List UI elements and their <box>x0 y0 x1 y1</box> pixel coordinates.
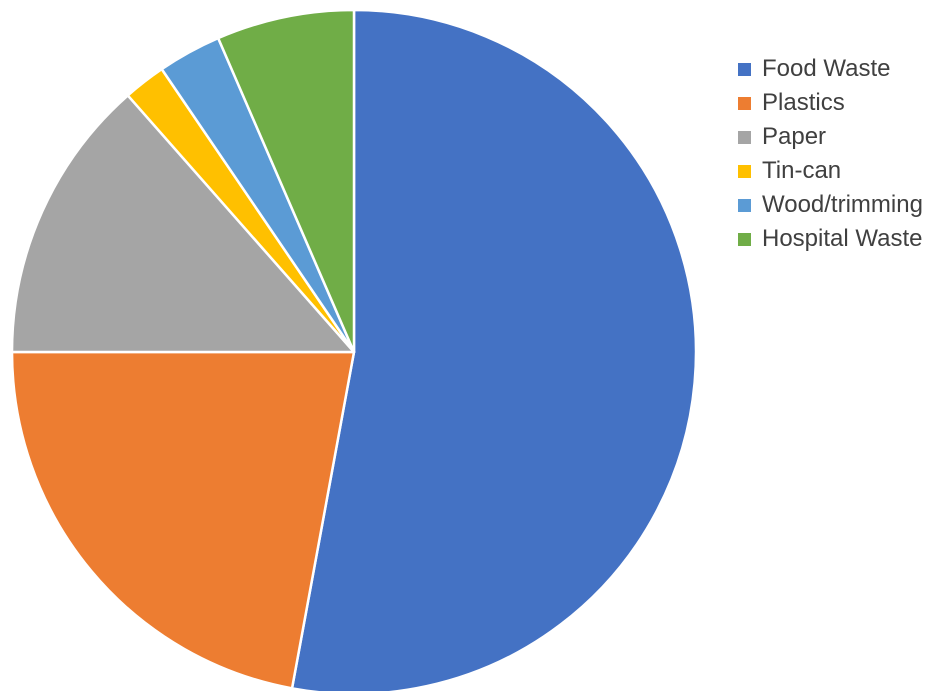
legend-swatch <box>738 232 751 246</box>
legend-swatch <box>738 198 751 212</box>
legend-label: Hospital Waste <box>762 225 923 252</box>
pie-slice-hospital-waste <box>216 8 356 354</box>
pie-slice-paper <box>10 94 356 354</box>
chart-legend: Food Waste Plastics Paper Tin-can Wood/trimm… <box>738 52 923 256</box>
legend-label: Paper <box>762 123 827 150</box>
legend-label: Plastics <box>762 89 845 116</box>
legend-swatch <box>738 62 751 76</box>
pie-slices <box>10 8 698 691</box>
legend-item: Paper <box>738 120 923 154</box>
legend-item: Plastics <box>738 86 923 120</box>
legend-label: Food Waste <box>762 55 891 82</box>
legend-swatch <box>738 130 751 144</box>
legend-item: Tin-can <box>738 154 923 188</box>
pie-slice-food-waste <box>290 8 698 691</box>
legend-item: Food Waste <box>738 52 923 86</box>
legend-item: Hospital Waste <box>738 222 923 256</box>
legend-swatch <box>738 96 751 110</box>
pie-slice-plastics <box>10 350 356 690</box>
legend-item: Wood/trimming <box>738 188 923 222</box>
legend-swatch <box>738 164 751 178</box>
legend-label: Tin-can <box>762 157 842 184</box>
legend-label: Wood/trimming <box>762 191 923 218</box>
